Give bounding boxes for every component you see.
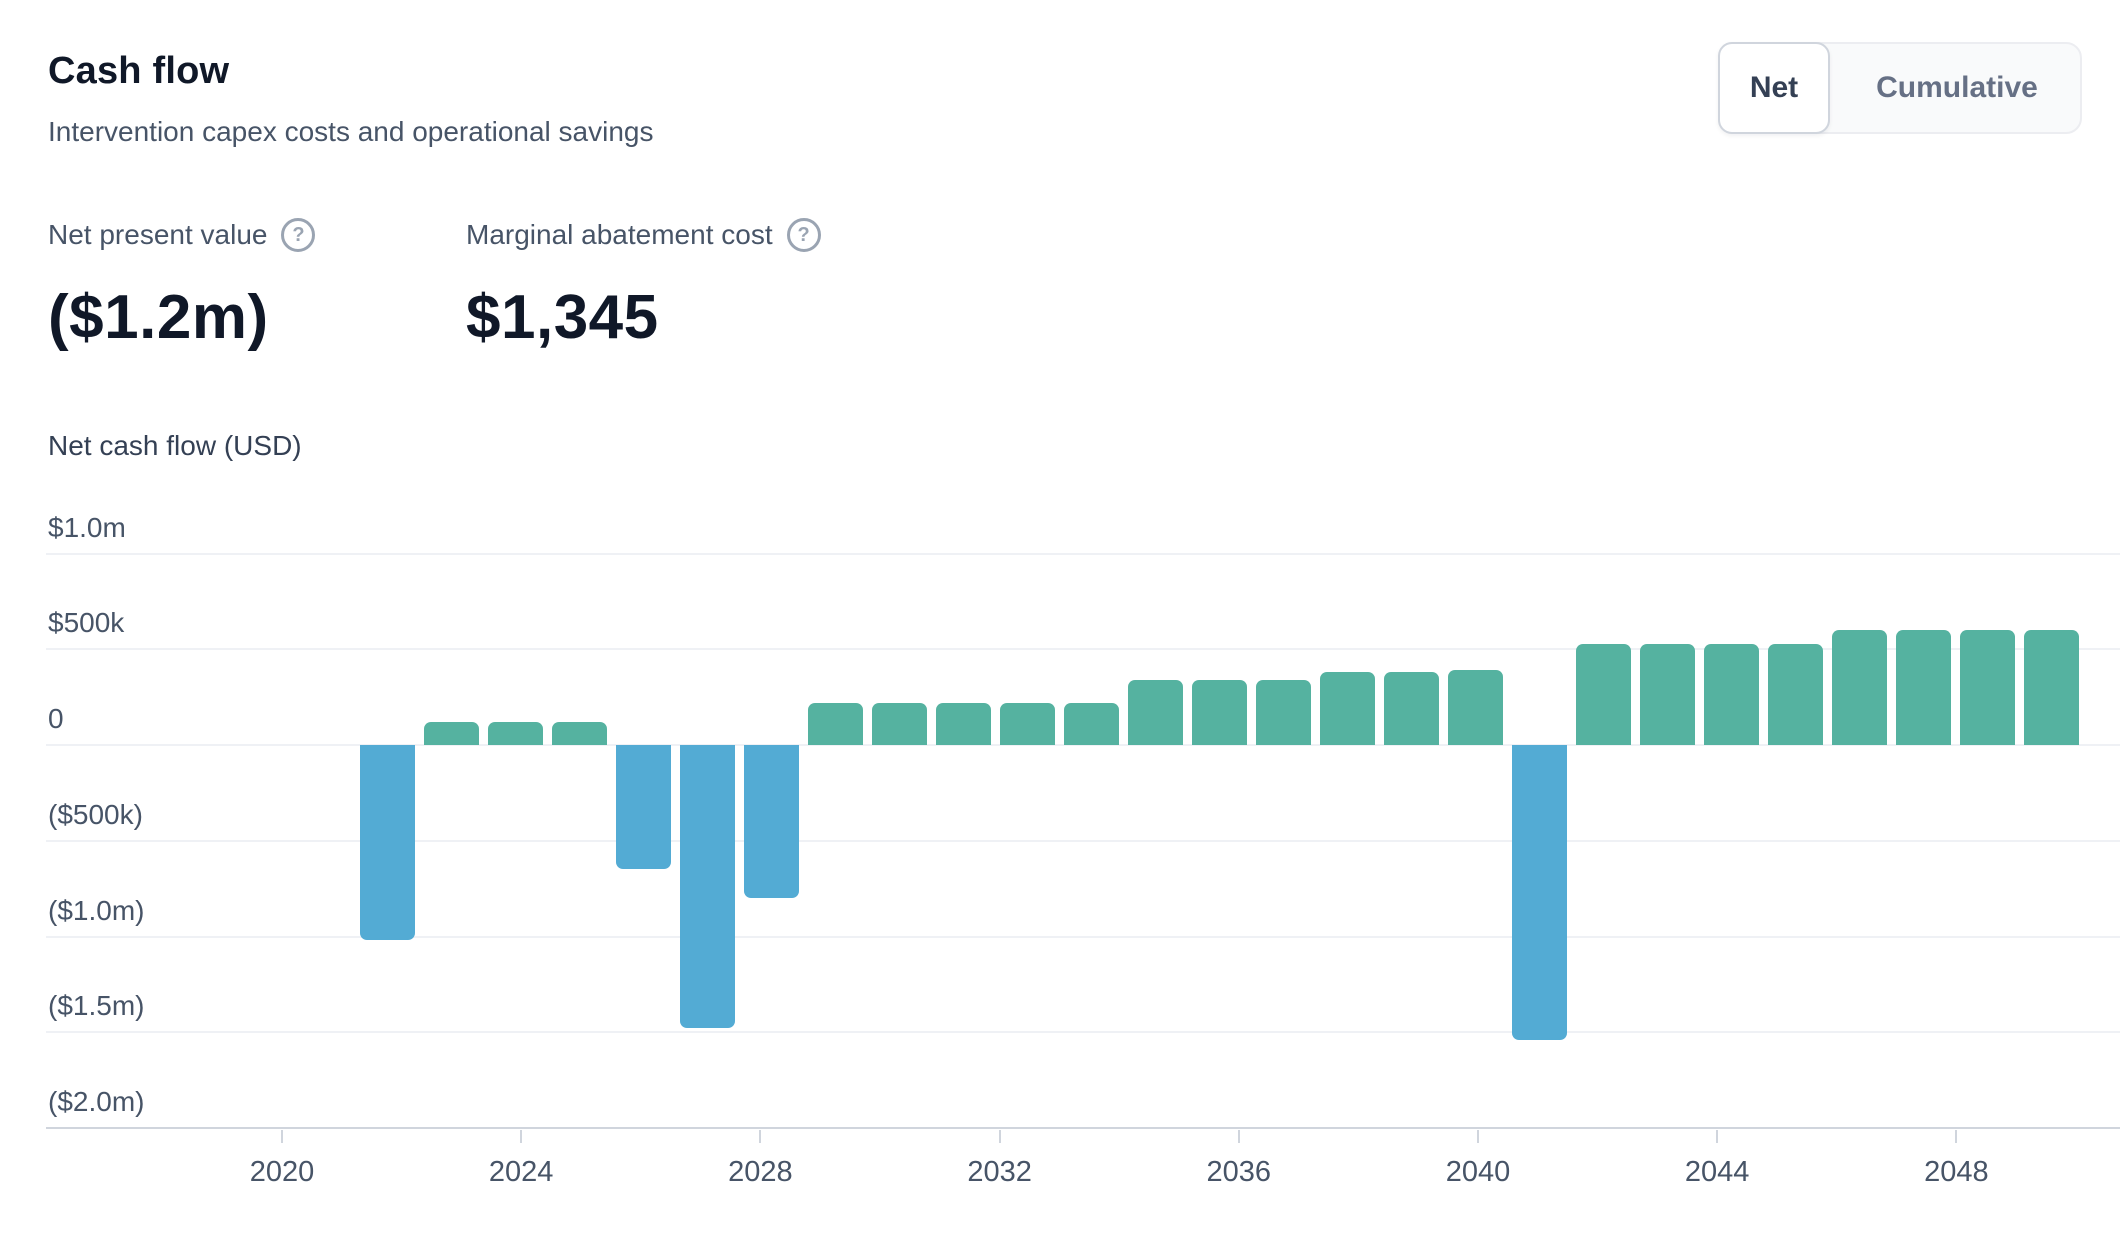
npv-value: ($1.2m) — [48, 283, 269, 352]
page-title: Cash flow — [48, 50, 230, 92]
y-gridline — [46, 552, 2120, 555]
y-axis-label: ($1.5m) — [48, 990, 145, 1022]
bar-2025[interactable] — [616, 745, 671, 870]
toggle-option-cumulative[interactable]: Cumulative — [1876, 71, 2038, 104]
bar-2045[interactable] — [1896, 630, 1951, 745]
y-axis-label: $500k — [48, 607, 125, 639]
bar-2023[interactable] — [488, 722, 543, 745]
bar-2024[interactable] — [552, 722, 607, 745]
bar-2044[interactable] — [1832, 630, 1887, 745]
bar-2035[interactable] — [1256, 679, 1311, 745]
bar-2037[interactable] — [1384, 672, 1439, 745]
help-icon[interactable]: ? — [281, 218, 316, 252]
net-cumulative-toggle: Cumulative Net — [1718, 42, 2082, 134]
y-axis-title: Net cash flow (USD) — [48, 430, 302, 461]
bar-2041[interactable] — [1640, 643, 1695, 745]
x-axis-tick — [1955, 1130, 1958, 1143]
y-axis-label: 0 — [48, 703, 64, 734]
x-axis-label: 2020 — [249, 1156, 315, 1188]
bar-2022[interactable] — [424, 722, 479, 745]
bar-2042[interactable] — [1704, 643, 1759, 745]
bar-2028[interactable] — [808, 702, 863, 745]
y-axis-label: ($500k) — [48, 798, 143, 830]
bar-2031[interactable] — [1000, 702, 1055, 745]
mac-metric: Marginal abatement cost ? — [466, 218, 821, 252]
bar-2026[interactable] — [680, 745, 735, 1029]
x-axis-line — [46, 1127, 2120, 1129]
bar-2039[interactable] — [1512, 745, 1567, 1040]
x-axis-label: 2024 — [488, 1156, 554, 1188]
x-axis-label: 2032 — [967, 1156, 1032, 1188]
bar-2034[interactable] — [1192, 679, 1247, 745]
page-subtitle: Intervention capex costs and operational… — [48, 116, 654, 147]
x-axis-label: 2044 — [1684, 1156, 1750, 1188]
help-icon[interactable]: ? — [786, 218, 821, 252]
y-axis-label: ($2.0m) — [48, 1086, 145, 1117]
bar-2046[interactable] — [1960, 630, 2015, 745]
x-axis-tick — [281, 1130, 283, 1143]
x-axis-tick — [759, 1130, 762, 1143]
npv-label: Net present value — [48, 219, 268, 250]
x-axis-tick — [520, 1130, 523, 1143]
y-axis-label: ($1.0m) — [48, 894, 145, 926]
y-gridline — [46, 648, 2120, 651]
x-axis-label: 2040 — [1445, 1156, 1511, 1188]
bar-2029[interactable] — [872, 702, 927, 745]
bar-2030[interactable] — [936, 702, 991, 745]
x-axis-tick — [1237, 1130, 1240, 1143]
y-gridline — [46, 839, 2120, 842]
x-axis-tick — [1716, 1130, 1719, 1143]
y-gridline — [46, 935, 2120, 938]
mac-label: Marginal abatement cost — [466, 219, 773, 250]
bar-2040[interactable] — [1576, 643, 1631, 745]
y-gridline — [46, 744, 2120, 746]
x-axis-label: 2048 — [1924, 1156, 1989, 1188]
npv-metric: Net present value ? — [48, 218, 316, 252]
bar-2032[interactable] — [1064, 702, 1119, 745]
bar-2036[interactable] — [1320, 672, 1375, 745]
bar-2038[interactable] — [1448, 670, 1503, 745]
bar-2033[interactable] — [1128, 679, 1183, 745]
bar-2021[interactable] — [360, 745, 415, 941]
y-axis-label: $1.0m — [48, 511, 126, 543]
mac-value: $1,345 — [466, 283, 659, 352]
toggle-option-net[interactable]: Net — [1718, 42, 1830, 134]
bar-2027[interactable] — [744, 745, 799, 899]
bar-2047[interactable] — [2024, 630, 2079, 745]
x-axis-tick — [1477, 1130, 1479, 1143]
x-axis-label: 2028 — [728, 1156, 793, 1188]
y-gridline — [46, 1031, 2120, 1034]
x-axis-tick — [998, 1130, 1001, 1143]
x-axis-label: 2036 — [1206, 1156, 1272, 1188]
bar-2043[interactable] — [1768, 643, 1823, 745]
